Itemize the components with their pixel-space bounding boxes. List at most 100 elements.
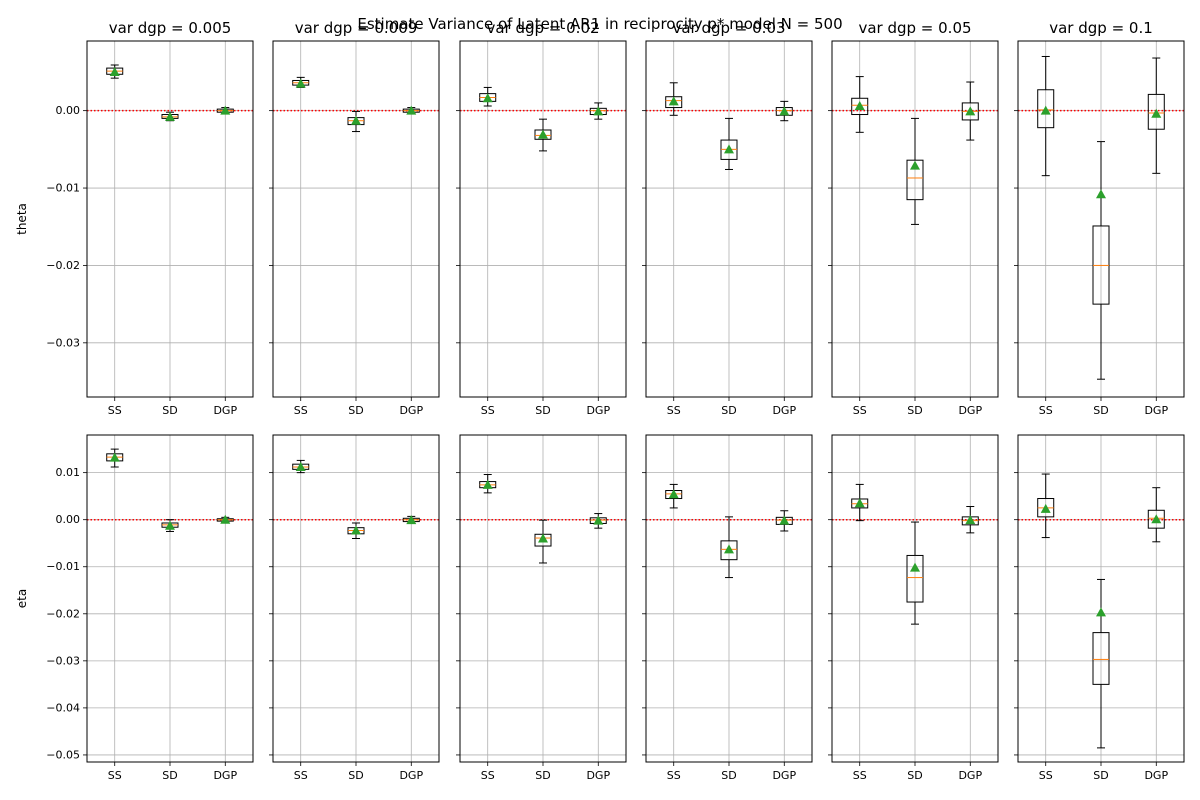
y-axis-label-eta: eta xyxy=(15,589,29,608)
x-tick-label-ss: SS xyxy=(108,404,122,417)
x-tick-label-dgp: DGP xyxy=(586,404,610,417)
mean-marker xyxy=(406,105,417,115)
box-body xyxy=(1147,509,1165,529)
axes-frame xyxy=(645,434,813,763)
x-tick-label-dgp: DGP xyxy=(213,769,237,782)
mean-marker xyxy=(965,515,976,525)
y-tick-label: 0.00 xyxy=(56,513,81,526)
box-sd xyxy=(161,519,179,532)
mean-marker xyxy=(854,101,865,111)
box-body xyxy=(1147,93,1165,130)
x-tick-label-dgp: DGP xyxy=(213,404,237,417)
box-ss xyxy=(106,64,124,79)
x-tick-label-dgp: DGP xyxy=(399,769,423,782)
mean-marker xyxy=(351,525,361,535)
axes-frame xyxy=(645,40,813,398)
panel-eta-3: SS SD DGP xyxy=(456,434,627,782)
x-tick-label-ss: SS xyxy=(1039,404,1053,417)
mean-marker xyxy=(854,498,865,508)
box-dgp xyxy=(1147,57,1165,174)
box-sd xyxy=(534,118,552,152)
box-ss xyxy=(106,448,124,468)
mean-marker xyxy=(1096,607,1106,617)
x-tick-label-sd: SD xyxy=(1093,404,1108,417)
mean-marker xyxy=(1096,189,1106,199)
x-tick-label-ss: SS xyxy=(853,404,867,417)
x-tick-label-sd: SD xyxy=(1093,769,1108,782)
x-tick-label-ss: SS xyxy=(481,404,495,417)
x-tick-label-ss: SS xyxy=(667,769,681,782)
box-sd xyxy=(720,117,738,170)
x-tick-label-sd: SD xyxy=(162,769,177,782)
box-sd xyxy=(1092,141,1110,380)
x-tick-label-ss: SS xyxy=(294,404,308,417)
box-ss xyxy=(1037,473,1055,539)
box-body xyxy=(906,159,924,201)
x-tick-label-dgp: DGP xyxy=(399,404,423,417)
axes-frame xyxy=(831,40,999,398)
panel-eta-4: SS SD DGP xyxy=(642,434,813,782)
axes-frame xyxy=(1017,434,1185,763)
x-tick-label-ss: SS xyxy=(853,769,867,782)
mean-marker xyxy=(538,129,548,139)
box-body xyxy=(851,97,869,116)
panel-eta-5: SS SD DGP xyxy=(828,434,999,782)
mean-marker xyxy=(668,489,679,499)
y-tick-label: −0.03 xyxy=(46,654,80,667)
panel-title: var dgp = 0.02 xyxy=(486,19,599,37)
mean-marker xyxy=(910,160,920,170)
box-sd xyxy=(534,519,552,564)
y-tick-label: −0.04 xyxy=(46,701,80,714)
y-tick-label: −0.05 xyxy=(46,748,80,761)
x-tick-label-sd: SD xyxy=(907,769,922,782)
x-tick-label-dgp: DGP xyxy=(772,769,796,782)
x-tick-label-sd: SD xyxy=(907,404,922,417)
panel-theta-2: var dgp = 0.009 SS SD DGP xyxy=(269,19,440,417)
mean-marker xyxy=(965,106,976,116)
panel-theta-5: var dgp = 0.05 SS SD DGP xyxy=(828,19,999,417)
axes-frame xyxy=(831,434,999,763)
axes-frame xyxy=(86,40,254,398)
x-tick-label-sd: SD xyxy=(535,769,550,782)
axes-frame xyxy=(459,40,627,398)
mean-marker xyxy=(482,93,493,103)
x-tick-label-ss: SS xyxy=(1039,769,1053,782)
axes-frame xyxy=(86,434,254,763)
box-dgp xyxy=(402,515,420,525)
panel-theta-1: var dgp = 0.005 0.00 −0.01 −0.02 −0.03 SS SD DG… xyxy=(46,19,254,417)
mean-marker xyxy=(779,515,790,525)
box-sd xyxy=(347,522,365,540)
axes-frame xyxy=(1017,40,1185,398)
panel-eta-2: SS SD DGP xyxy=(269,434,440,782)
x-tick-label-sd: SD xyxy=(535,404,550,417)
x-tick-label-dgp: DGP xyxy=(958,404,982,417)
mean-marker xyxy=(724,144,734,154)
x-tick-label-sd: SD xyxy=(721,404,736,417)
box-body xyxy=(1037,89,1055,129)
x-tick-label-ss: SS xyxy=(481,769,495,782)
mean-marker xyxy=(482,479,493,489)
box-sd xyxy=(1092,578,1110,749)
panel-title: var dgp = 0.005 xyxy=(109,19,232,37)
box-dgp xyxy=(961,81,979,141)
panel-eta-1: 0.01 0.00 −0.01 −0.02 −0.03 −0.04 −0.05 SS SD DGP xyxy=(46,434,254,782)
y-tick-label: −0.01 xyxy=(46,560,80,573)
panel-title: var dgp = 0.009 xyxy=(295,19,418,37)
x-tick-label-ss: SS xyxy=(294,769,308,782)
box-dgp xyxy=(1147,487,1165,543)
panel-title: var dgp = 0.05 xyxy=(858,19,971,37)
box-dgp xyxy=(216,514,234,524)
x-tick-label-dgp: DGP xyxy=(958,769,982,782)
box-ss xyxy=(479,86,497,107)
mean-marker xyxy=(295,461,306,471)
mean-marker xyxy=(351,115,361,125)
box-ss xyxy=(292,76,310,88)
x-tick-label-sd: SD xyxy=(348,769,363,782)
box-ss xyxy=(1037,55,1055,177)
y-axis-label-theta: theta xyxy=(15,203,29,235)
box-sd xyxy=(347,110,365,133)
mean-marker xyxy=(1040,503,1051,513)
panel-theta-4: var dgp = 0.03 SS SD DGP xyxy=(642,19,813,417)
x-tick-label-dgp: DGP xyxy=(772,404,796,417)
